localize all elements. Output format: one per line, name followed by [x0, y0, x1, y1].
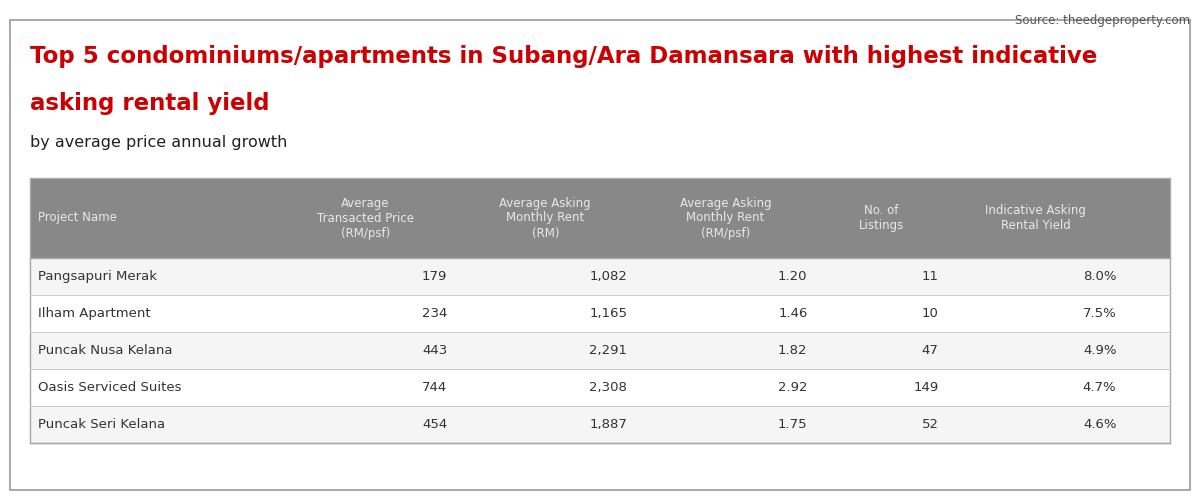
Text: 149: 149 — [913, 381, 938, 394]
Text: 744: 744 — [422, 381, 448, 394]
Text: Oasis Serviced Suites: Oasis Serviced Suites — [38, 381, 181, 394]
Text: 4.9%: 4.9% — [1082, 344, 1116, 357]
Text: Monthly Rent: Monthly Rent — [686, 212, 764, 225]
Text: (RM/psf): (RM/psf) — [701, 227, 750, 240]
Bar — [30, 295, 1170, 332]
Text: Top 5 condominiums/apartments in Subang/Ara Damansara with highest indicative: Top 5 condominiums/apartments in Subang/… — [30, 45, 1097, 68]
Bar — [30, 406, 1170, 443]
Bar — [30, 178, 1170, 443]
Text: 10: 10 — [922, 307, 938, 320]
Text: 1.20: 1.20 — [778, 270, 808, 283]
Text: (RM): (RM) — [532, 227, 559, 240]
Text: 8.0%: 8.0% — [1082, 270, 1116, 283]
Text: Puncak Nusa Kelana: Puncak Nusa Kelana — [38, 344, 173, 357]
Text: 1,887: 1,887 — [589, 418, 628, 431]
Text: Transacted Price: Transacted Price — [317, 212, 414, 225]
Text: Rental Yield: Rental Yield — [1001, 219, 1070, 232]
Text: 1.75: 1.75 — [778, 418, 808, 431]
Bar — [30, 369, 1170, 406]
Text: Project Name: Project Name — [38, 212, 116, 225]
Text: 1.82: 1.82 — [778, 344, 808, 357]
Text: 2,291: 2,291 — [589, 344, 628, 357]
Text: 4.6%: 4.6% — [1082, 418, 1116, 431]
Bar — [30, 178, 1170, 258]
Text: Average Asking: Average Asking — [499, 197, 592, 210]
Text: Puncak Seri Kelana: Puncak Seri Kelana — [38, 418, 166, 431]
Text: (RM/psf): (RM/psf) — [341, 227, 390, 240]
Text: 52: 52 — [922, 418, 938, 431]
Text: 11: 11 — [922, 270, 938, 283]
Text: 47: 47 — [922, 344, 938, 357]
Text: 443: 443 — [422, 344, 448, 357]
Text: asking rental yield: asking rental yield — [30, 92, 270, 115]
Text: Average Asking: Average Asking — [679, 197, 772, 210]
Text: Ilham Apartment: Ilham Apartment — [38, 307, 151, 320]
Text: 1,082: 1,082 — [589, 270, 628, 283]
Text: 7.5%: 7.5% — [1082, 307, 1116, 320]
Text: 4.7%: 4.7% — [1082, 381, 1116, 394]
Text: Listings: Listings — [858, 219, 904, 232]
Text: No. of: No. of — [864, 204, 898, 217]
Text: 1,165: 1,165 — [589, 307, 628, 320]
Bar — [30, 258, 1170, 295]
Bar — [30, 332, 1170, 369]
Text: Source: theedgeproperty.com: Source: theedgeproperty.com — [1015, 14, 1190, 27]
Text: Indicative Asking: Indicative Asking — [985, 204, 1086, 217]
Text: 454: 454 — [422, 418, 448, 431]
Text: by average price annual growth: by average price annual growth — [30, 135, 287, 150]
Text: Monthly Rent: Monthly Rent — [506, 212, 584, 225]
Text: 179: 179 — [422, 270, 448, 283]
Text: 2.92: 2.92 — [778, 381, 808, 394]
Text: 234: 234 — [422, 307, 448, 320]
Text: 1.46: 1.46 — [778, 307, 808, 320]
Text: 2,308: 2,308 — [589, 381, 628, 394]
Text: Pangsapuri Merak: Pangsapuri Merak — [38, 270, 157, 283]
Text: Average: Average — [341, 197, 390, 210]
